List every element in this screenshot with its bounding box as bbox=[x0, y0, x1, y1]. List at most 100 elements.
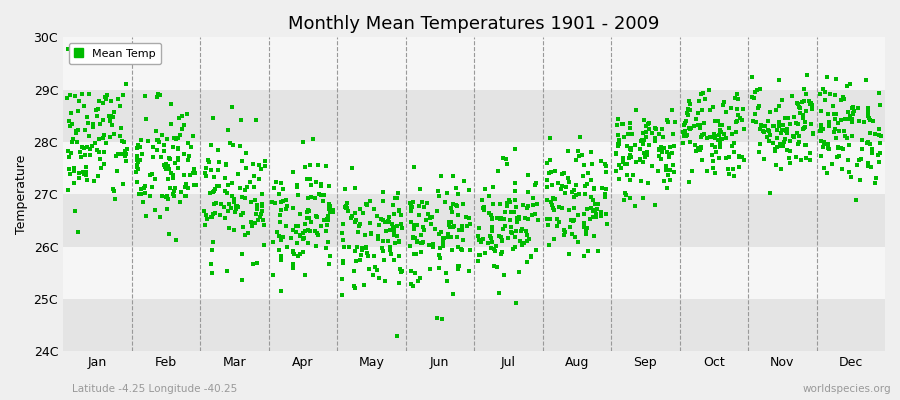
Point bbox=[130, 145, 145, 151]
Point bbox=[832, 153, 846, 160]
Point bbox=[360, 250, 374, 256]
Point bbox=[76, 169, 90, 175]
Point bbox=[814, 153, 828, 160]
Point bbox=[106, 114, 121, 120]
Point bbox=[572, 191, 586, 198]
Point bbox=[209, 200, 223, 206]
Point bbox=[773, 140, 788, 147]
Point bbox=[483, 212, 498, 218]
Point bbox=[719, 134, 733, 141]
Point bbox=[545, 195, 560, 202]
Point bbox=[814, 123, 828, 130]
Point bbox=[317, 192, 331, 198]
Point bbox=[589, 201, 603, 207]
Point bbox=[652, 146, 666, 152]
Point bbox=[322, 261, 337, 268]
Point bbox=[348, 285, 363, 291]
Point bbox=[81, 133, 95, 139]
Point bbox=[440, 278, 454, 285]
Point bbox=[578, 190, 592, 197]
Point bbox=[135, 151, 149, 158]
Point bbox=[455, 226, 470, 233]
Point bbox=[594, 158, 608, 164]
Point bbox=[695, 107, 709, 114]
Point bbox=[445, 234, 459, 240]
Point bbox=[698, 96, 713, 102]
Point bbox=[769, 106, 783, 113]
Point bbox=[98, 140, 112, 146]
Point bbox=[143, 172, 157, 178]
Point bbox=[757, 123, 771, 129]
Point bbox=[791, 139, 806, 145]
Point bbox=[428, 225, 443, 232]
Point bbox=[455, 247, 470, 253]
Title: Monthly Mean Temperatures 1901 - 2009: Monthly Mean Temperatures 1901 - 2009 bbox=[288, 15, 660, 33]
Point bbox=[814, 108, 829, 114]
Point bbox=[250, 217, 265, 224]
Point bbox=[838, 133, 852, 140]
Point bbox=[830, 154, 844, 160]
Point bbox=[865, 150, 879, 156]
Point bbox=[801, 98, 815, 104]
Point bbox=[711, 118, 725, 125]
Point bbox=[724, 143, 739, 149]
Point bbox=[694, 145, 708, 151]
Point bbox=[207, 174, 221, 180]
Point bbox=[500, 200, 515, 206]
Point bbox=[696, 156, 710, 163]
Point bbox=[107, 188, 122, 194]
Point bbox=[376, 198, 391, 204]
Point bbox=[828, 92, 842, 98]
Point bbox=[63, 171, 77, 178]
Point bbox=[348, 257, 363, 264]
Point bbox=[433, 245, 447, 252]
Point bbox=[274, 257, 289, 263]
Point bbox=[640, 148, 654, 155]
Point bbox=[171, 146, 185, 153]
Point bbox=[436, 238, 450, 245]
Point bbox=[322, 206, 337, 212]
Point bbox=[431, 265, 446, 272]
Point bbox=[274, 180, 289, 187]
Point bbox=[694, 131, 708, 138]
Point bbox=[346, 283, 361, 290]
Point bbox=[849, 196, 863, 203]
Point bbox=[513, 238, 527, 244]
Point bbox=[394, 269, 409, 276]
Point bbox=[774, 166, 788, 172]
Point bbox=[314, 192, 328, 198]
Point bbox=[285, 261, 300, 267]
Point bbox=[392, 239, 406, 246]
Point bbox=[554, 186, 568, 192]
Point bbox=[406, 234, 420, 241]
Point bbox=[565, 230, 580, 237]
Point bbox=[641, 180, 655, 186]
Point bbox=[342, 244, 356, 250]
Point bbox=[175, 113, 189, 119]
Point bbox=[509, 227, 524, 234]
Point bbox=[681, 179, 696, 185]
Point bbox=[645, 130, 660, 136]
Point bbox=[94, 165, 108, 171]
Point bbox=[745, 118, 760, 125]
Point bbox=[681, 112, 696, 118]
Point bbox=[423, 215, 437, 222]
Point bbox=[507, 209, 521, 216]
Point bbox=[633, 156, 647, 162]
Point bbox=[92, 148, 106, 155]
Point bbox=[495, 237, 509, 243]
Point bbox=[104, 112, 119, 119]
Point bbox=[512, 216, 526, 223]
Point bbox=[541, 170, 555, 176]
Point bbox=[279, 222, 293, 229]
Point bbox=[441, 219, 455, 225]
Point bbox=[748, 111, 762, 117]
Point bbox=[667, 143, 681, 149]
Point bbox=[850, 162, 864, 168]
Point bbox=[241, 230, 256, 236]
Point bbox=[788, 154, 803, 160]
Point bbox=[407, 251, 421, 257]
Point bbox=[234, 116, 248, 123]
Point bbox=[446, 173, 460, 179]
Point bbox=[498, 209, 512, 215]
